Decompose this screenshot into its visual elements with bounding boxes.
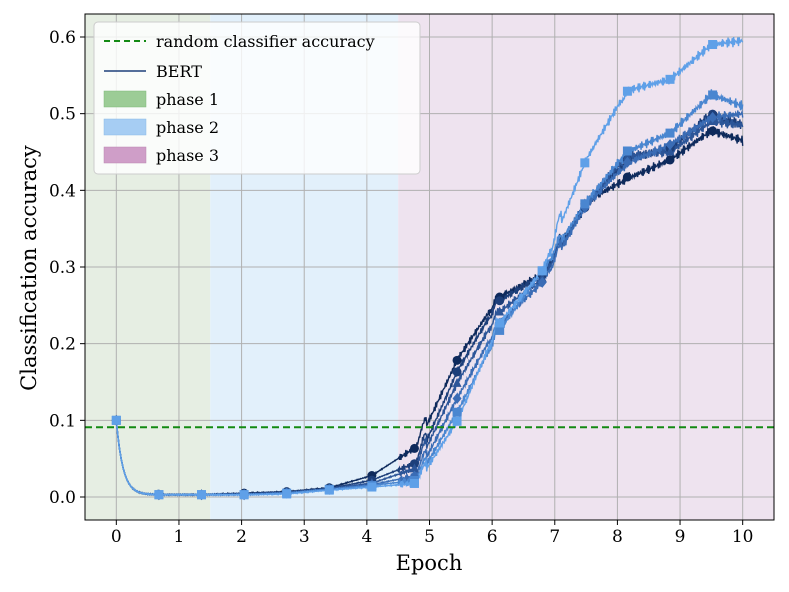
- series-marker: [580, 199, 590, 209]
- series-marker: [409, 478, 419, 488]
- series-marker: [580, 158, 590, 168]
- series-marker: [239, 490, 249, 500]
- series-marker: [622, 172, 632, 182]
- legend-phase3-swatch: [103, 146, 147, 164]
- series-marker: [324, 485, 334, 495]
- legend-box: [93, 21, 421, 175]
- series-marker: [197, 490, 207, 500]
- x-tick-label: 2: [236, 527, 247, 547]
- legend: random classifier accuracy BERT phase 1 …: [93, 21, 421, 175]
- series-marker: [452, 393, 462, 405]
- x-tick-label: 8: [612, 527, 623, 547]
- series-marker: [708, 90, 718, 100]
- series-marker: [409, 463, 419, 473]
- x-tick-label: 6: [487, 527, 498, 547]
- series-marker: [665, 128, 675, 138]
- y-tick-label: 0.6: [49, 28, 76, 48]
- y-tick-label: 0.1: [49, 411, 76, 431]
- series-lines: [115, 36, 744, 498]
- legend-phase3-label: phase 3: [156, 146, 219, 165]
- x-tick-label: 9: [675, 527, 686, 547]
- x-ticks: 0 1 2 3 4 5 6 7 8 9 10: [111, 520, 754, 547]
- legend-phase1-label: phase 1: [156, 90, 219, 109]
- legend-phase2-label: phase 2: [156, 118, 219, 137]
- series-marker: [665, 74, 675, 84]
- series-marker: [495, 296, 505, 306]
- series-marker: [367, 482, 377, 492]
- x-tick-label: 7: [549, 527, 560, 547]
- y-tick-label: 0.2: [49, 335, 76, 355]
- series-marker: [622, 156, 632, 168]
- legend-random-label: random classifier accuracy: [156, 32, 375, 51]
- series-marker: [622, 86, 632, 96]
- series-marker: [452, 355, 462, 365]
- series-markers: [111, 40, 718, 501]
- legend-phase2-swatch: [103, 118, 147, 136]
- y-tick-label: 0.3: [49, 258, 76, 278]
- x-axis-label: Epoch: [396, 551, 463, 575]
- x-tick-label: 10: [732, 527, 754, 547]
- series-marker: [452, 407, 462, 417]
- series-marker: [708, 126, 718, 136]
- series-marker: [154, 490, 164, 500]
- series-marker: [622, 151, 632, 161]
- series-marker: [452, 377, 462, 387]
- legend-phase1-swatch: [103, 90, 147, 108]
- series-marker: [111, 415, 121, 425]
- series-marker: [495, 306, 505, 316]
- series-marker: [665, 139, 675, 151]
- legend-bert-label: BERT: [156, 62, 202, 81]
- series-line-6: [115, 36, 744, 497]
- series-marker: [495, 318, 505, 328]
- y-tick-label: 0.4: [49, 181, 76, 201]
- series-marker: [282, 489, 292, 499]
- y-tick-label: 0.0: [49, 488, 76, 508]
- series-marker: [452, 367, 462, 377]
- y-tick-label: 0.5: [49, 105, 76, 125]
- x-tick-label: 1: [174, 527, 185, 547]
- series-marker: [708, 40, 718, 50]
- series-marker: [452, 416, 462, 426]
- x-tick-label: 0: [111, 527, 122, 547]
- series-marker: [495, 325, 505, 335]
- x-tick-label: 3: [299, 527, 310, 547]
- x-tick-label: 4: [361, 527, 372, 547]
- series-marker: [622, 146, 632, 156]
- x-tick-label: 5: [424, 527, 435, 547]
- series-marker: [537, 266, 547, 276]
- series-marker: [409, 443, 419, 453]
- series-marker: [665, 146, 675, 156]
- y-ticks: 0.0 0.1 0.2 0.3 0.4 0.5 0.6: [49, 28, 85, 508]
- series-marker: [708, 111, 718, 123]
- y-axis-label: Classification accuracy: [17, 145, 41, 391]
- series-marker: [665, 155, 675, 165]
- series-marker: [537, 276, 547, 288]
